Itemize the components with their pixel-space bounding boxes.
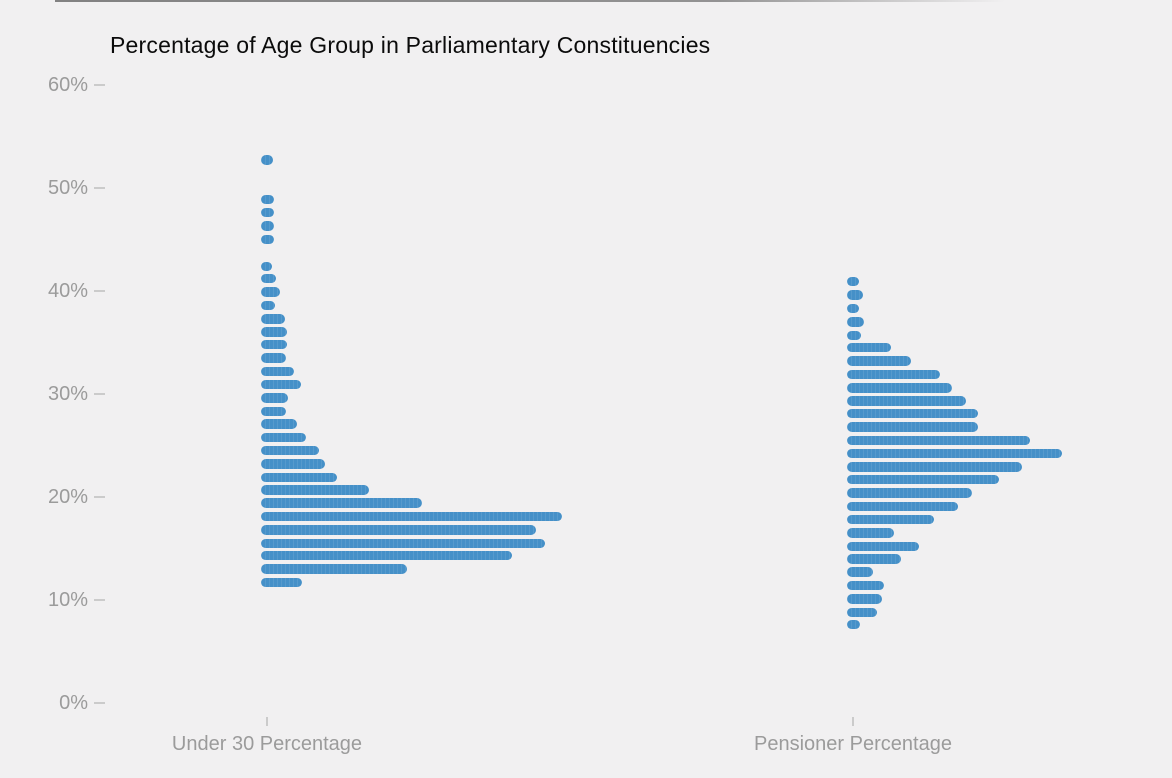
y-tick-label: 40% bbox=[47, 280, 88, 302]
tally-bar bbox=[847, 342, 891, 353]
x-tick-mark bbox=[266, 717, 268, 726]
tally-bar bbox=[847, 567, 873, 577]
tally-bar bbox=[847, 488, 972, 498]
y-tick-mark bbox=[94, 187, 105, 189]
tally-bar bbox=[847, 317, 864, 327]
tally-bar bbox=[847, 554, 901, 564]
tally-bar bbox=[261, 261, 272, 272]
tally-bar bbox=[261, 459, 325, 469]
tally-bar bbox=[261, 485, 369, 495]
tally-bar bbox=[847, 383, 952, 393]
tally-bar bbox=[847, 501, 958, 512]
tally-bar bbox=[261, 511, 562, 522]
tally-bar bbox=[261, 419, 297, 429]
tally-bar bbox=[847, 356, 911, 366]
tally-bar bbox=[261, 406, 286, 417]
tally-bar bbox=[261, 221, 274, 231]
tally-bar bbox=[261, 445, 319, 456]
tally-bar bbox=[847, 528, 894, 538]
y-tick-mark bbox=[94, 290, 105, 292]
tally-bar bbox=[261, 300, 275, 311]
tally-bar bbox=[261, 564, 407, 574]
tally-bar bbox=[261, 194, 274, 205]
tally-bar bbox=[261, 366, 294, 377]
tally-bar bbox=[847, 474, 999, 485]
top-border-artifact bbox=[55, 0, 1005, 2]
x-axis-label: Under 30 Percentage bbox=[171, 733, 363, 755]
tally-bar bbox=[847, 396, 966, 406]
tally-bar bbox=[261, 379, 301, 390]
chart-title: Percentage of Age Group in Parliamentary… bbox=[110, 32, 711, 58]
tally-bar bbox=[847, 435, 1030, 446]
tally-bar bbox=[847, 619, 860, 630]
tally-bar bbox=[261, 525, 536, 535]
tally-bar bbox=[847, 303, 859, 314]
tally-bar bbox=[847, 290, 863, 300]
tally-bar bbox=[261, 234, 274, 245]
tally-bar bbox=[847, 408, 978, 419]
y-tick-mark bbox=[94, 84, 105, 86]
tally-bar bbox=[847, 607, 877, 618]
tally-bar bbox=[847, 448, 1062, 459]
y-tick-mark bbox=[94, 599, 105, 601]
tally-bar bbox=[261, 577, 302, 588]
tally-bar bbox=[261, 538, 545, 549]
y-tick-label: 60% bbox=[47, 74, 88, 96]
y-tick-mark bbox=[94, 496, 105, 498]
tally-bar bbox=[261, 550, 512, 561]
tally-bar bbox=[847, 369, 940, 380]
y-tick-label: 50% bbox=[47, 177, 88, 199]
tally-bar bbox=[261, 498, 422, 508]
tally-bar bbox=[261, 207, 274, 218]
tally-bar bbox=[261, 273, 276, 284]
y-tick-label: 0% bbox=[59, 692, 88, 714]
tally-bar bbox=[847, 276, 859, 287]
y-tick-mark bbox=[94, 702, 105, 704]
tally-bar bbox=[847, 462, 1022, 472]
tally-bar bbox=[847, 580, 884, 591]
tally-bar bbox=[847, 594, 882, 604]
y-tick-label: 30% bbox=[47, 383, 88, 405]
tally-bar bbox=[261, 314, 285, 324]
tally-bar bbox=[261, 472, 337, 483]
tally-bar bbox=[261, 287, 280, 297]
tally-bar bbox=[847, 514, 934, 525]
tally-bar bbox=[847, 541, 919, 552]
x-tick-mark bbox=[852, 717, 854, 726]
tally-bar bbox=[261, 353, 286, 363]
tally-bar bbox=[261, 339, 287, 350]
y-tick-label: 20% bbox=[47, 486, 88, 508]
x-axis-label: Pensioner Percentage bbox=[754, 733, 952, 755]
y-tick-label: 10% bbox=[47, 589, 88, 611]
y-tick-mark bbox=[94, 393, 105, 395]
tally-bar bbox=[261, 155, 273, 165]
tally-bar bbox=[261, 432, 306, 442]
tally-bar bbox=[847, 422, 978, 432]
tally-bar bbox=[261, 393, 288, 403]
tally-bar bbox=[261, 327, 287, 337]
tally-bar bbox=[847, 330, 861, 341]
